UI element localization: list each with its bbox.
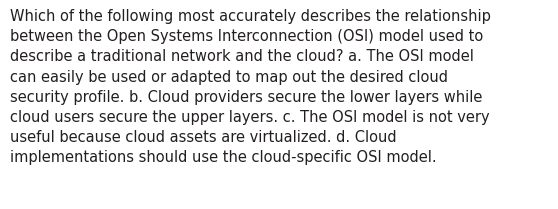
Text: Which of the following most accurately describes the relationship
between the Op: Which of the following most accurately d… <box>10 9 491 165</box>
